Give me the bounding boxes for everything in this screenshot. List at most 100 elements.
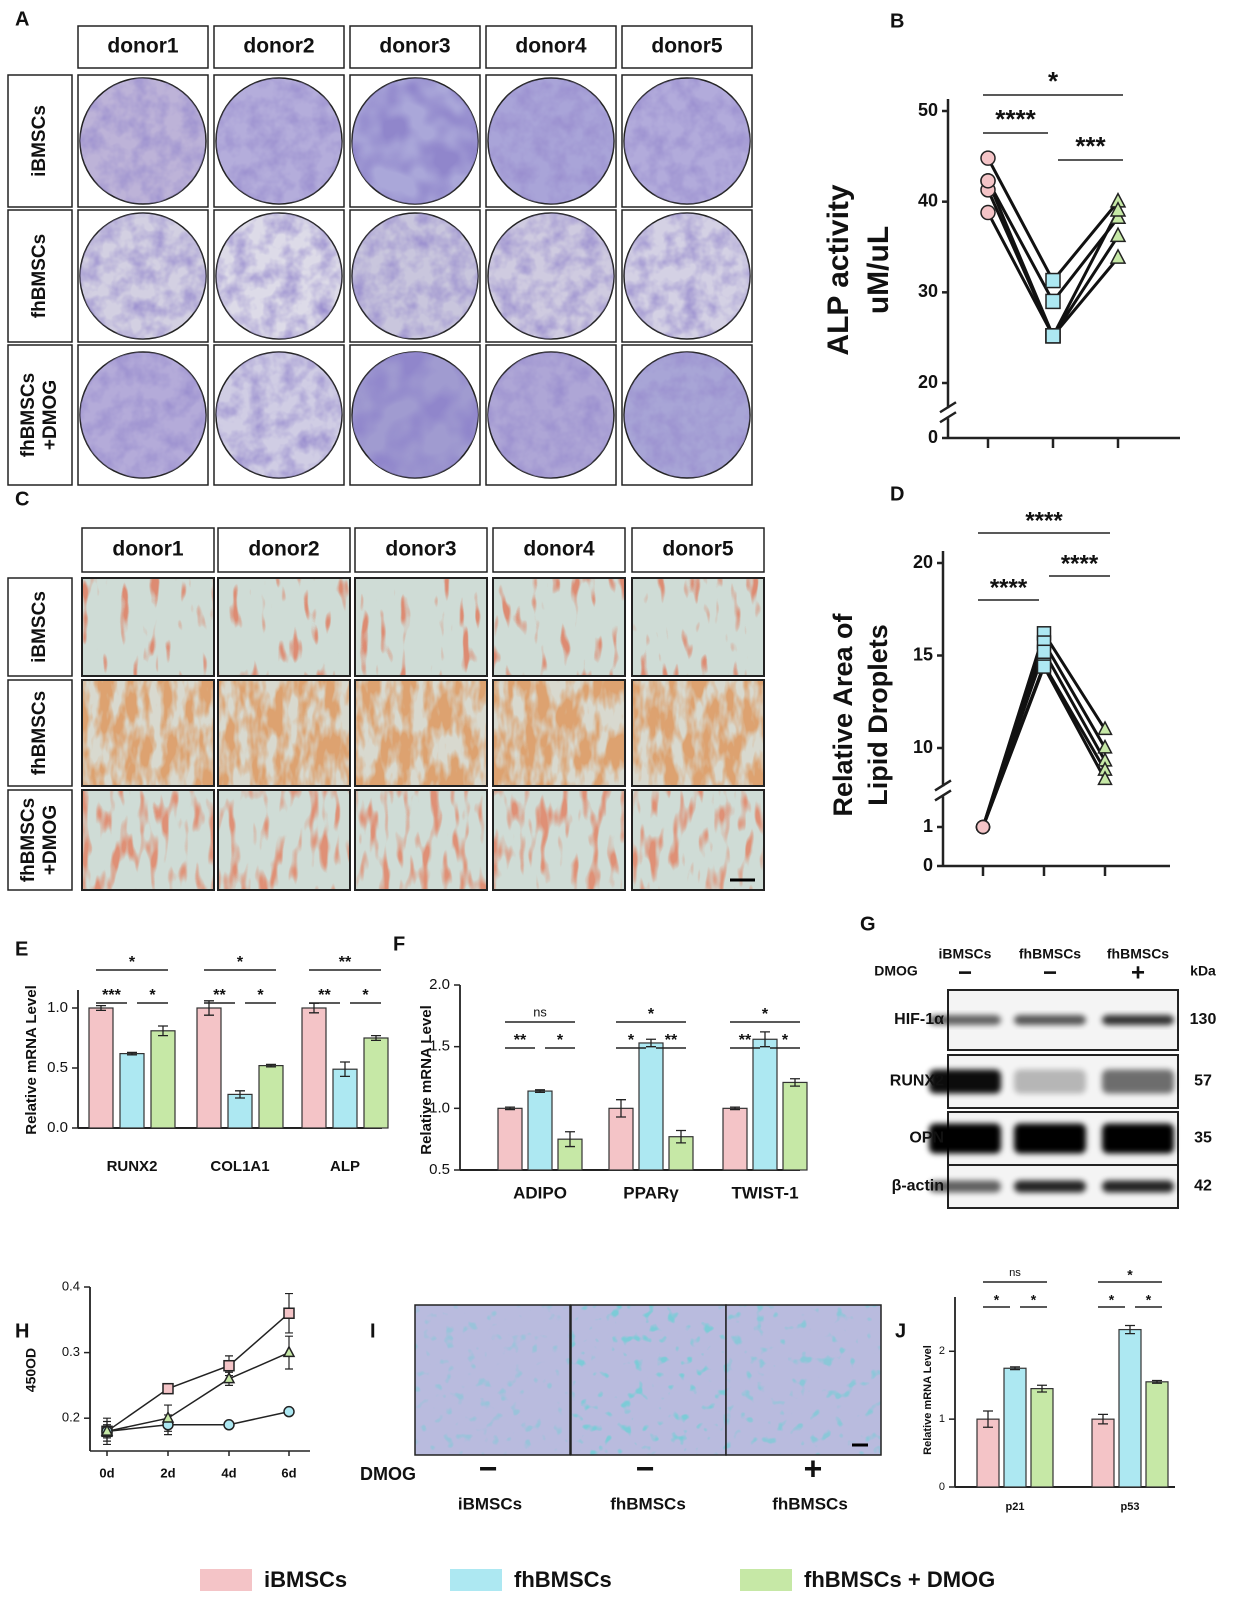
y-axis-label: Relative mRNA Level (23, 985, 40, 1135)
row-label: fhBMSCs (29, 691, 50, 775)
significance-label: ns (533, 1004, 547, 1019)
band (929, 1123, 1001, 1154)
bar (150, 1030, 176, 1129)
significance-label: * (628, 1032, 635, 1049)
bar (227, 1093, 253, 1129)
micrograph-frame (354, 679, 488, 787)
significance-label: ** (339, 954, 352, 971)
stain (355, 790, 487, 890)
stain (82, 790, 214, 890)
panel-letter: G (860, 913, 876, 935)
stain (493, 790, 625, 890)
row-label-box (7, 577, 73, 677)
group-label: fhBMSCs (610, 1494, 686, 1513)
column-header: donor1 (107, 35, 178, 58)
bar (527, 1090, 553, 1171)
x-tick-label: COL1A1 (210, 1158, 269, 1175)
band (1102, 1015, 1174, 1025)
y-tick-label: 10 (913, 737, 933, 757)
column-header-box (81, 527, 215, 573)
y-tick-label: 2 (939, 1345, 945, 1357)
stain (218, 680, 350, 786)
well-stain (352, 352, 478, 478)
group-label: fhBMSCs (772, 1494, 848, 1513)
y-tick-label: 15 (913, 644, 933, 664)
well-stain (352, 213, 478, 339)
stain (82, 578, 214, 676)
stain (415, 1305, 570, 1455)
significance-label: ** (514, 1032, 527, 1049)
kda-label: 42 (1194, 1178, 1212, 1195)
marker (1036, 644, 1052, 660)
bar (782, 1081, 808, 1171)
error-bar (1125, 1324, 1135, 1335)
kda-label: 130 (1190, 1011, 1217, 1028)
x-tick-label: 6d (281, 1465, 296, 1480)
y-tick-label: 0.4 (62, 1278, 80, 1293)
marker (980, 173, 996, 189)
significance-label: * (557, 1032, 564, 1049)
row-label: fhBMSCs (29, 234, 50, 318)
marker (1109, 248, 1127, 264)
y-tick-label: 20 (918, 372, 938, 392)
error-bar (616, 1099, 626, 1118)
legend-swatch (450, 1569, 502, 1591)
significance-label: * (362, 987, 369, 1004)
panel-letter: F (393, 933, 405, 955)
well-stain (488, 213, 614, 339)
band (1014, 1123, 1086, 1154)
bar (1030, 1388, 1054, 1488)
error-bar (1098, 1413, 1108, 1425)
row-label-box (7, 344, 73, 486)
marker (100, 1423, 114, 1436)
column-header-box (77, 25, 209, 69)
column-header-box (217, 527, 351, 573)
micrograph-frame (217, 679, 351, 787)
error-bar (790, 1078, 800, 1087)
column-header: donor4 (523, 538, 594, 561)
bar (1003, 1367, 1027, 1488)
kda-label: 57 (1194, 1073, 1212, 1090)
series-line (106, 1351, 290, 1433)
treatment-sign: − (958, 959, 972, 986)
error-bar (266, 1063, 276, 1068)
stain (493, 680, 625, 786)
well-stain (216, 213, 342, 339)
error-bar (760, 1031, 770, 1048)
x-tick-label: 0d (99, 1465, 114, 1480)
column-header: donor4 (515, 35, 586, 58)
stain (82, 680, 214, 786)
treatment-label: DMOG (360, 1464, 416, 1484)
micrograph-frame (217, 789, 351, 891)
significance-label: * (648, 1006, 655, 1023)
stain (355, 578, 487, 676)
well-stain (80, 78, 206, 204)
error-bar (1037, 1384, 1047, 1393)
row-label-box (7, 679, 73, 787)
error-bar (235, 1090, 245, 1099)
micrograph-frame (631, 577, 765, 677)
band (929, 1015, 1001, 1025)
band (1014, 1180, 1086, 1193)
row-label-box (7, 74, 73, 208)
error-bar (535, 1089, 545, 1093)
lane-label: fhBMSCs (1107, 946, 1169, 962)
y-tick-label: 1 (923, 816, 933, 836)
micrograph-frame (631, 789, 765, 891)
bar (119, 1052, 145, 1129)
legend-label: fhBMSCs + DMOG (804, 1567, 995, 1592)
y-axis-label: Relative Area of (828, 612, 858, 816)
paired-line (986, 189, 1120, 339)
micrograph-frame (81, 789, 215, 891)
well-stain (216, 78, 342, 204)
column-header: donor3 (385, 538, 456, 561)
micrograph-frame (354, 577, 488, 677)
panel-letter: J (895, 1320, 906, 1342)
significance-label: **** (990, 575, 1028, 602)
column-header: donor5 (662, 538, 733, 561)
row-label: iBMSCs (29, 105, 50, 177)
kda-label: 35 (1194, 1130, 1212, 1147)
column-header-box (349, 25, 481, 69)
marker (980, 204, 996, 221)
